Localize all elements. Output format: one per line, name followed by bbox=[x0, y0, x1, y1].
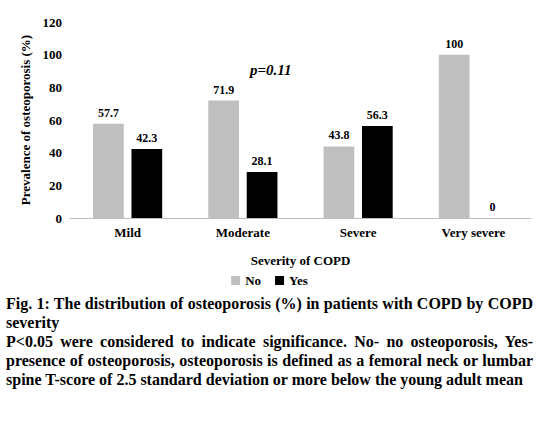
html-text:P<0.05 were considered to indi: P<0.05 were considered to indicate signi… bbox=[6, 333, 533, 388]
svg-text:0: 0 bbox=[490, 200, 496, 214]
svg-text:42.3: 42.3 bbox=[136, 131, 157, 145]
svg-text:Severity of COPD: Severity of COPD bbox=[251, 253, 351, 268]
svg-text:Yes: Yes bbox=[289, 273, 308, 288]
svg-text:71.9: 71.9 bbox=[213, 83, 234, 97]
svg-text:No: No bbox=[245, 273, 261, 288]
html-text:Fig. 1: The distribution of os: Fig. 1: The distribution of osteoporosis… bbox=[6, 295, 533, 331]
svg-text:60: 60 bbox=[49, 113, 62, 128]
svg-text:57.7: 57.7 bbox=[98, 106, 119, 120]
svg-text:0: 0 bbox=[56, 211, 63, 226]
svg-text:Moderate: Moderate bbox=[216, 225, 270, 240]
svg-text:Severe: Severe bbox=[340, 225, 377, 240]
svg-text:120: 120 bbox=[43, 15, 63, 30]
svg-text:20: 20 bbox=[49, 178, 62, 193]
svg-text:80: 80 bbox=[49, 80, 62, 95]
svg-text:Very severe: Very severe bbox=[441, 225, 505, 240]
svg-text:Prevalence of osteoporosis (%): Prevalence of osteoporosis (%) bbox=[18, 35, 33, 205]
svg-text:28.1: 28.1 bbox=[252, 154, 273, 168]
svg-text:100: 100 bbox=[445, 37, 463, 51]
svg-text:43.8: 43.8 bbox=[328, 128, 349, 142]
svg-text:100: 100 bbox=[43, 47, 63, 62]
svg-text:56.3: 56.3 bbox=[367, 108, 388, 122]
svg-text:p=0.11: p=0.11 bbox=[248, 62, 291, 78]
svg-text:Mild: Mild bbox=[114, 225, 141, 240]
svg-text:40: 40 bbox=[49, 145, 62, 160]
